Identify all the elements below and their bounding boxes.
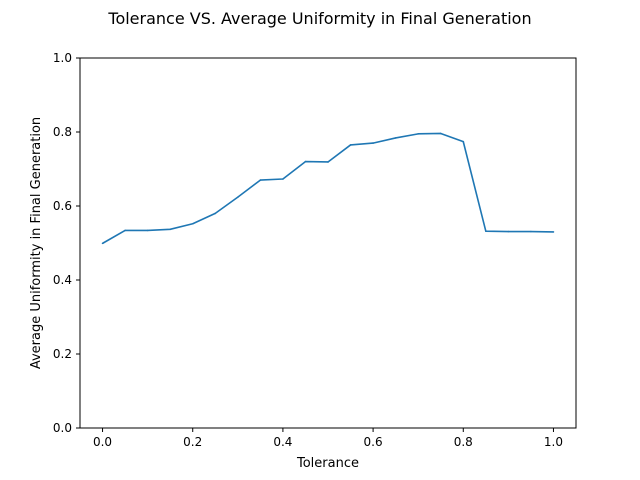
y-tick-label: 0.0 xyxy=(53,421,72,435)
data-point xyxy=(191,222,194,225)
y-tick-label: 0.8 xyxy=(53,125,72,139)
y-axis-label: Average Uniformity in Final Generation xyxy=(29,117,44,369)
plot-frame xyxy=(79,57,577,429)
data-point xyxy=(530,230,532,233)
data-point xyxy=(552,231,555,233)
data-point xyxy=(259,179,262,181)
data-point xyxy=(349,144,352,146)
chart-title: Tolerance VS. Average Uniformity in Fina… xyxy=(107,9,531,28)
plot-area xyxy=(80,58,576,428)
data-point xyxy=(485,230,487,232)
data-point xyxy=(282,178,284,180)
data-point xyxy=(394,137,397,139)
x-tick-label: 0.6 xyxy=(364,435,383,449)
x-axis-label: Tolerance xyxy=(296,456,359,471)
x-tick-label: 0.8 xyxy=(454,435,473,449)
data-point xyxy=(327,161,329,163)
y-tick-label: 0.6 xyxy=(53,199,72,213)
data-point xyxy=(124,229,126,232)
series-layer xyxy=(101,132,555,245)
data-point xyxy=(304,160,307,163)
x-tick-label: 0.4 xyxy=(273,435,292,449)
data-point xyxy=(462,140,465,143)
data-point xyxy=(372,142,374,144)
x-tick-label: 0.2 xyxy=(183,435,202,449)
data-point xyxy=(237,196,239,198)
data-point xyxy=(214,212,217,215)
x-tick-label: 0.0 xyxy=(93,435,112,449)
x-tick-label: 1.0 xyxy=(544,435,563,449)
data-point xyxy=(169,228,171,231)
y-tick-label: 1.0 xyxy=(53,51,72,65)
y-tick-label: 0.4 xyxy=(53,273,72,287)
data-point xyxy=(417,133,419,135)
y-axis-ticks: 0.0 0.2 0.4 0.6 0.8 1.0 xyxy=(53,51,80,435)
x-axis-ticks: 0.0 0.2 0.4 0.6 0.8 1.0 xyxy=(93,428,563,449)
data-point xyxy=(146,229,149,232)
y-tick-label: 0.2 xyxy=(53,347,72,361)
data-point xyxy=(101,242,104,245)
data-point xyxy=(439,132,442,135)
data-point xyxy=(507,230,510,233)
